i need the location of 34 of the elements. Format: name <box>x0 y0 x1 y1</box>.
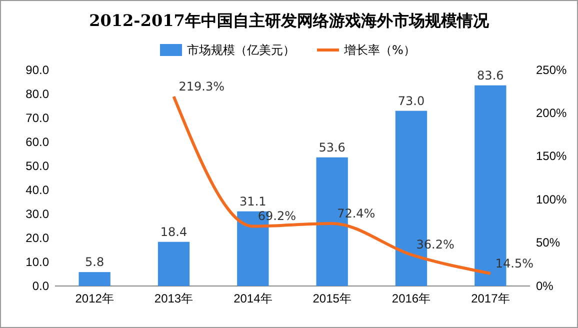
y2-tick-label: 50% <box>536 236 560 250</box>
y-tick-label: 10.0 <box>26 254 50 269</box>
y-tick-label: 30.0 <box>26 206 50 221</box>
bar <box>78 272 110 286</box>
data-label: 18.4 <box>160 224 188 239</box>
data-label: 73.0 <box>398 94 425 108</box>
y-tick-label: 50.0 <box>26 158 50 173</box>
y-tick-label: 70.0 <box>26 110 50 125</box>
y2-tick-label: 150% <box>536 149 568 164</box>
data-label: 83.6 <box>477 68 504 82</box>
x-tick-label: 2013年 <box>154 292 194 306</box>
y2-tick-label: 100% <box>536 192 568 206</box>
data-label: 5.8 <box>85 255 104 270</box>
y2-tick-label: 250% <box>536 62 568 77</box>
x-tick-label: 2015年 <box>312 292 352 306</box>
x-tick-label: 2014年 <box>234 292 272 306</box>
legend-label: 增长率（%） <box>343 43 416 57</box>
data-label: 31.1 <box>240 194 266 208</box>
x-tick-label: 2017年 <box>471 292 510 306</box>
y-tick-label: 20.0 <box>26 230 50 245</box>
chart-title: 2012-2017年中国自主研发网络游戏海外市场规模情况 <box>89 11 490 30</box>
y2-tick-label: 200% <box>536 106 568 120</box>
y-tick-label: 40.0 <box>26 182 50 197</box>
data-label: 219.3% <box>178 80 225 94</box>
y2-tick-label: 0% <box>536 278 554 293</box>
data-label: 53.6 <box>318 140 346 154</box>
x-tick-label: 2012年 <box>75 292 114 306</box>
y-tick-label: 90.0 <box>26 62 50 77</box>
y-tick-label: 0.0 <box>32 278 50 293</box>
legend-label: 市场规模（亿美元） <box>187 43 295 57</box>
y-tick-label: 60.0 <box>26 134 50 149</box>
x-tick-label: 2016年 <box>392 292 431 306</box>
y-tick-label: 80.0 <box>26 86 50 101</box>
bar <box>158 242 190 286</box>
